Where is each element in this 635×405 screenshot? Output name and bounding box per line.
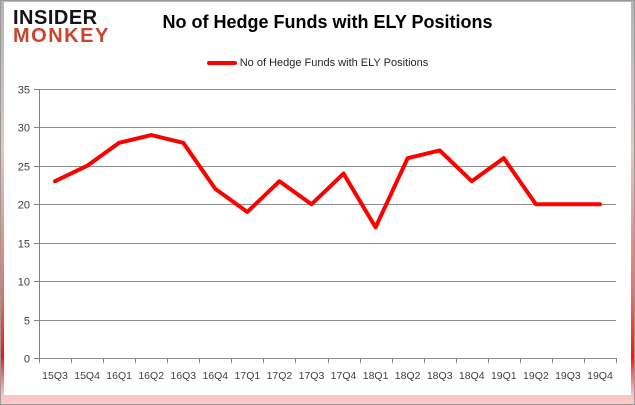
x-axis-tick-label: 17Q1: [235, 370, 261, 382]
x-axis-tick-label: 15Q4: [74, 370, 100, 382]
legend-label: No of Hedge Funds with ELY Positions: [239, 57, 429, 69]
y-axis-tick-label: 30: [18, 123, 30, 135]
logo-word-monkey: MONKEY: [13, 25, 110, 47]
x-axis-tick-label: 18Q1: [363, 370, 389, 382]
x-axis-tick-label: 16Q3: [170, 370, 196, 382]
y-axis-tick-label: 20: [18, 200, 30, 212]
y-axis-tick-label: 0: [24, 354, 30, 366]
x-axis-tick-label: 19Q1: [491, 370, 517, 382]
y-axis-tick-label: 35: [18, 85, 30, 97]
x-axis-tick-label: 17Q4: [331, 370, 357, 382]
series-line-ely: [53, 133, 602, 230]
legend-line-marker: [206, 61, 237, 65]
x-axis-tick-label: 19Q4: [587, 370, 613, 382]
chart-title: No of Hedge Funds with ELY Positions: [162, 12, 493, 32]
x-axis-tick-label: 17Q3: [299, 370, 325, 382]
x-axis-tick-label: 17Q2: [267, 370, 293, 382]
y-axis-tick-label: 10: [18, 277, 30, 289]
legend: No of Hedge Funds with ELY Positions: [1, 56, 634, 70]
line-chart-plot: 0 5 10 15 20 25 30 35 15Q3 15Q4 16Q1 16Q2 16Q3 16Q4 17…: [18, 85, 617, 382]
x-axis-tick-label: 18Q2: [395, 370, 421, 382]
x-axis-tick-label: 16Q1: [106, 370, 132, 382]
y-axis-tick-label: 15: [18, 239, 30, 251]
y-axis-tick-label: 5: [24, 316, 30, 328]
y-axis-tick-label: 25: [18, 162, 30, 174]
x-axis-tick-label: 19Q3: [555, 370, 581, 382]
x-axis-tick-label: 19Q2: [523, 370, 549, 382]
insider-monkey-logo: INSIDER MONKEY: [13, 8, 110, 47]
x-axis-tick-label: 16Q4: [202, 370, 228, 382]
x-axis-tick-label: 18Q4: [459, 370, 485, 382]
x-axis-tick-label: 16Q2: [138, 370, 164, 382]
x-axis-tick-label: 15Q3: [42, 370, 68, 382]
x-axis-tick-label: 18Q3: [427, 370, 453, 382]
